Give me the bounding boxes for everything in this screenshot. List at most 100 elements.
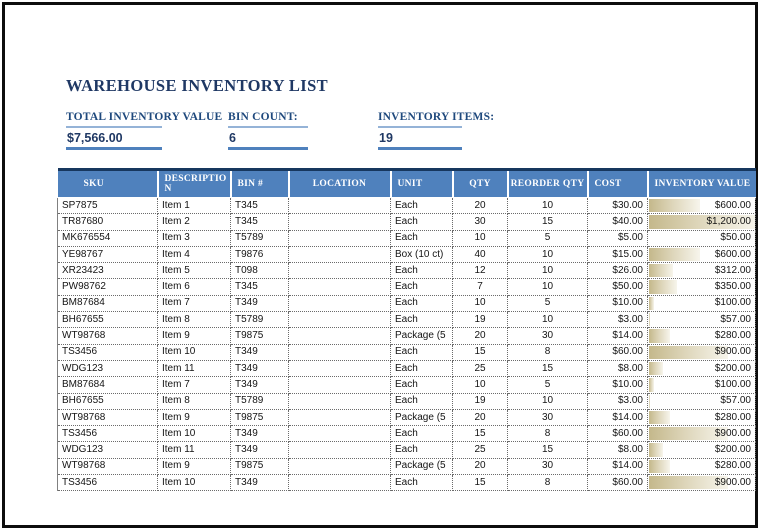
cell-cost[interactable]: $60.00	[587, 343, 648, 361]
cell-description[interactable]: Item 10	[157, 425, 231, 443]
cell-reorder_qty[interactable]: 10	[507, 262, 588, 280]
cell-bin[interactable]: T098	[230, 262, 289, 280]
cell-cost[interactable]: $60.00	[587, 425, 648, 443]
cell-inventory_value[interactable]: $280.00	[647, 327, 756, 345]
cell-description[interactable]: Item 10	[157, 474, 231, 492]
cell-qty[interactable]: 25	[452, 359, 508, 378]
cell-bin[interactable]: T349	[230, 441, 289, 459]
cell-qty[interactable]: 19	[452, 311, 508, 329]
col-header-reorder_qty[interactable]: REORDER QTY	[507, 168, 589, 198]
cell-inventory_value[interactable]: $100.00	[647, 294, 756, 313]
cell-location[interactable]	[288, 294, 391, 313]
cell-description[interactable]: Item 7	[157, 294, 231, 313]
cell-bin[interactable]: T349	[230, 343, 289, 361]
cell-sku[interactable]: PW98762	[57, 278, 158, 296]
cell-inventory_value[interactable]: $280.00	[647, 408, 756, 427]
cell-cost[interactable]: $3.00	[587, 311, 648, 329]
cell-qty[interactable]: 10	[452, 376, 508, 394]
cell-inventory_value[interactable]: $312.00	[647, 262, 756, 280]
cell-sku[interactable]: WT98768	[57, 408, 158, 427]
cell-location[interactable]	[288, 408, 391, 427]
cell-location[interactable]	[288, 474, 391, 492]
cell-reorder_qty[interactable]: 15	[507, 441, 588, 459]
cell-reorder_qty[interactable]: 10	[507, 311, 588, 329]
col-header-cost[interactable]: COST	[587, 168, 649, 198]
cell-inventory_value[interactable]: $600.00	[647, 245, 756, 264]
cell-sku[interactable]: WDG123	[57, 441, 158, 459]
cell-description[interactable]: Item 1	[157, 196, 231, 215]
cell-reorder_qty[interactable]: 5	[507, 229, 588, 247]
cell-description[interactable]: Item 11	[157, 441, 231, 459]
cell-unit[interactable]: Each	[390, 425, 453, 443]
cell-qty[interactable]: 20	[452, 457, 508, 476]
col-header-location[interactable]: LOCATION	[288, 168, 392, 198]
cell-qty[interactable]: 25	[452, 441, 508, 459]
cell-unit[interactable]: Each	[390, 392, 453, 410]
cell-reorder_qty[interactable]: 30	[507, 327, 588, 345]
cell-reorder_qty[interactable]: 8	[507, 425, 588, 443]
cell-qty[interactable]: 20	[452, 327, 508, 345]
cell-inventory_value[interactable]: $57.00	[647, 392, 756, 410]
cell-unit[interactable]: Each	[390, 262, 453, 280]
cell-qty[interactable]: 20	[452, 408, 508, 427]
cell-sku[interactable]: BH67655	[57, 392, 158, 410]
cell-inventory_value[interactable]: $200.00	[647, 359, 756, 378]
cell-bin[interactable]: T349	[230, 474, 289, 492]
cell-cost[interactable]: $50.00	[587, 278, 648, 296]
cell-qty[interactable]: 19	[452, 392, 508, 410]
cell-cost[interactable]: $60.00	[587, 474, 648, 492]
cell-location[interactable]	[288, 376, 391, 394]
col-header-inventory_value[interactable]: INVENTORY VALUE	[647, 168, 756, 198]
cell-inventory_value[interactable]: $900.00	[647, 343, 756, 361]
cell-sku[interactable]: TS3456	[57, 343, 158, 361]
cell-description[interactable]: Item 2	[157, 213, 231, 231]
cell-unit[interactable]: Each	[390, 376, 453, 394]
col-header-qty[interactable]: QTY	[452, 168, 509, 198]
cell-unit[interactable]: Package (5	[390, 327, 453, 345]
cell-sku[interactable]: YE98767	[57, 245, 158, 264]
cell-location[interactable]	[288, 262, 391, 280]
cell-location[interactable]	[288, 196, 391, 215]
cell-description[interactable]: Item 3	[157, 229, 231, 247]
cell-location[interactable]	[288, 343, 391, 361]
col-header-sku[interactable]: SKU	[57, 168, 159, 198]
cell-description[interactable]: Item 4	[157, 245, 231, 264]
cell-unit[interactable]: Each	[390, 196, 453, 215]
cell-reorder_qty[interactable]: 15	[507, 359, 588, 378]
cell-bin[interactable]: T345	[230, 213, 289, 231]
cell-bin[interactable]: T349	[230, 359, 289, 378]
cell-location[interactable]	[288, 229, 391, 247]
cell-reorder_qty[interactable]: 10	[507, 245, 588, 264]
cell-unit[interactable]: Each	[390, 229, 453, 247]
cell-unit[interactable]: Each	[390, 474, 453, 492]
cell-inventory_value[interactable]: $350.00	[647, 278, 756, 296]
cell-bin[interactable]: T349	[230, 425, 289, 443]
cell-unit[interactable]: Each	[390, 359, 453, 378]
cell-cost[interactable]: $10.00	[587, 376, 648, 394]
cell-cost[interactable]: $10.00	[587, 294, 648, 313]
cell-unit[interactable]: Each	[390, 294, 453, 313]
cell-bin[interactable]: T345	[230, 196, 289, 215]
cell-unit[interactable]: Package (5	[390, 408, 453, 427]
cell-cost[interactable]: $40.00	[587, 213, 648, 231]
cell-bin[interactable]: T5789	[230, 392, 289, 410]
cell-unit[interactable]: Package (5	[390, 457, 453, 476]
summary-value-cell[interactable]: $7,566.00	[67, 131, 123, 145]
cell-description[interactable]: Item 6	[157, 278, 231, 296]
cell-description[interactable]: Item 11	[157, 359, 231, 378]
cell-sku[interactable]: XR23423	[57, 262, 158, 280]
cell-description[interactable]: Item 9	[157, 408, 231, 427]
cell-cost[interactable]: $14.00	[587, 408, 648, 427]
cell-location[interactable]	[288, 359, 391, 378]
cell-description[interactable]: Item 10	[157, 343, 231, 361]
cell-sku[interactable]: SP7875	[57, 196, 158, 215]
cell-bin[interactable]: T345	[230, 278, 289, 296]
cell-sku[interactable]: BM87684	[57, 376, 158, 394]
cell-sku[interactable]: TS3456	[57, 474, 158, 492]
cell-unit[interactable]: Each	[390, 213, 453, 231]
cell-bin[interactable]: T9875	[230, 408, 289, 427]
summary-value-cell[interactable]: 6	[229, 131, 236, 145]
cell-location[interactable]	[288, 213, 391, 231]
cell-sku[interactable]: TR87680	[57, 213, 158, 231]
cell-reorder_qty[interactable]: 15	[507, 213, 588, 231]
